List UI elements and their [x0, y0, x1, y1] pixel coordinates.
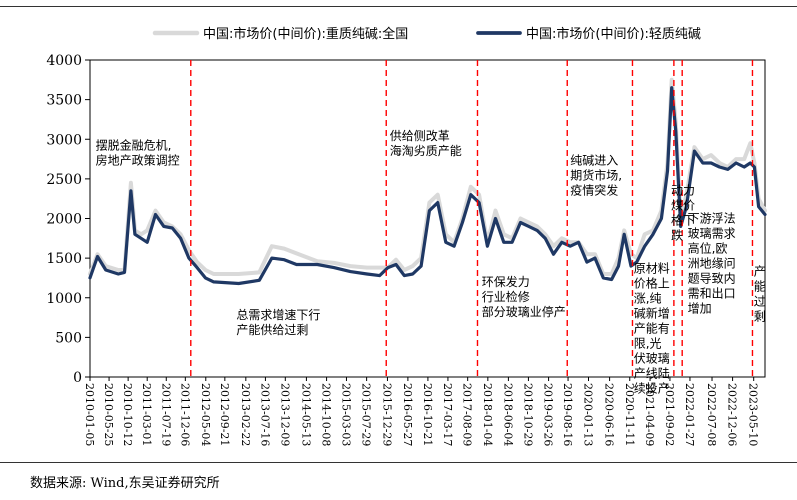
x-tick-label: 2018-01-04 [481, 383, 494, 446]
x-tick-label: 2011-07-19 [159, 383, 172, 446]
x-tick-label: 2020-11-11 [623, 383, 636, 446]
x-tick-label: 2015-07-29 [360, 383, 373, 446]
y-tick-label: 1000 [46, 291, 82, 307]
x-tick-label: 2012-05-04 [199, 383, 212, 446]
x-tick-label: 2010-01-05 [83, 383, 96, 446]
x-tick-label: 2016-10-21 [421, 383, 434, 446]
y-tick-label: 2500 [46, 172, 82, 188]
x-tick-label: 2011-03-01 [140, 383, 153, 446]
x-tick-label: 2013-02-22 [239, 383, 252, 446]
x-tick-label: 2017-03-17 [441, 383, 454, 446]
x-tick-label: 2010-10-12 [121, 383, 134, 446]
series-line-2 [88, 86, 767, 286]
x-tick-label: 2018-06-04 [501, 383, 514, 446]
source-note: 数据来源: Wind,东吴证券研究所 [30, 476, 220, 491]
event-annotation: 产能过剩 [754, 265, 766, 324]
legend-label-2: 中国:市场价(中间价):轻质纯碱 [526, 26, 701, 42]
x-tick-label: 2023-05-10 [747, 383, 760, 446]
x-tick-label: 2012-09-21 [218, 383, 231, 446]
x-tick-label: 2018-10-29 [521, 383, 534, 446]
y-tick-label: 0 [73, 370, 82, 386]
price-line-chart: 0 500 1000 1500 2000 2500 3000 3500 4000 2010-01-… [46, 26, 767, 446]
x-tick-label: 2014-10-08 [320, 383, 333, 446]
event-annotation: 环保发力行业检修部分玻璃业停产 [482, 274, 566, 319]
x-tick-label: 2022-07-08 [705, 383, 718, 446]
x-tick-label: 2015-12-29 [380, 383, 393, 446]
event-annotation: 动力煤价格下跌 [671, 184, 695, 243]
event-annotation: 摆脱金融危机,房地产政策调控 [96, 138, 180, 168]
x-tick-label: 2013-12-09 [278, 383, 291, 446]
x-tick-label: 2010-05-25 [102, 383, 115, 446]
y-tick-label: 4000 [46, 53, 82, 69]
x-tick-label: 2016-05-27 [401, 383, 414, 446]
x-tick-label: 2013-07-16 [258, 383, 271, 446]
x-tick-label: 2015-03-03 [339, 383, 352, 446]
x-tick-label: 2014-05-13 [299, 383, 312, 446]
top-rule [0, 6, 797, 7]
event-annotation: 纯碱进入期货市场,疫情突发 [570, 154, 622, 198]
y-tick-label: 3000 [46, 132, 82, 148]
event-annotation: 总需求增速下行产能供给过剩 [236, 308, 320, 337]
x-tick-label: 2021-04-09 [643, 383, 656, 446]
bottom-rule [0, 462, 797, 463]
y-tick-label: 1500 [46, 251, 82, 267]
x-tick-label: 2022-12-06 [726, 383, 739, 446]
event-annotation: 下游浮法玻璃需求高位,欧洲地缘问题导致内需和出口增加 [688, 211, 736, 315]
event-annotation: 原材料价格上涨,纯碱新增产能有限,光伏玻璃产线陆续投产 [634, 261, 670, 395]
x-tick-label: 2022-01-27 [683, 383, 696, 446]
x-tick-label: 2020-06-16 [603, 383, 616, 446]
y-tick-label: 3500 [46, 93, 82, 109]
y-tick-label: 2000 [46, 212, 82, 228]
x-tick-label: 2021-09-02 [663, 383, 676, 446]
event-annotation: 供给侧改革海淘劣质产能 [390, 129, 462, 158]
y-tick-label: 500 [55, 330, 82, 346]
x-tick-label: 2011-12-06 [178, 383, 191, 446]
legend-label-1: 中国:市场价(中间价):重质纯碱:全国 [203, 26, 408, 42]
x-tick-label: 2020-01-13 [581, 383, 594, 446]
x-tick-label: 2019-03-26 [542, 383, 555, 446]
x-tick-label: 2019-08-16 [561, 383, 574, 446]
x-tick-label: 2017-08-09 [461, 383, 474, 446]
